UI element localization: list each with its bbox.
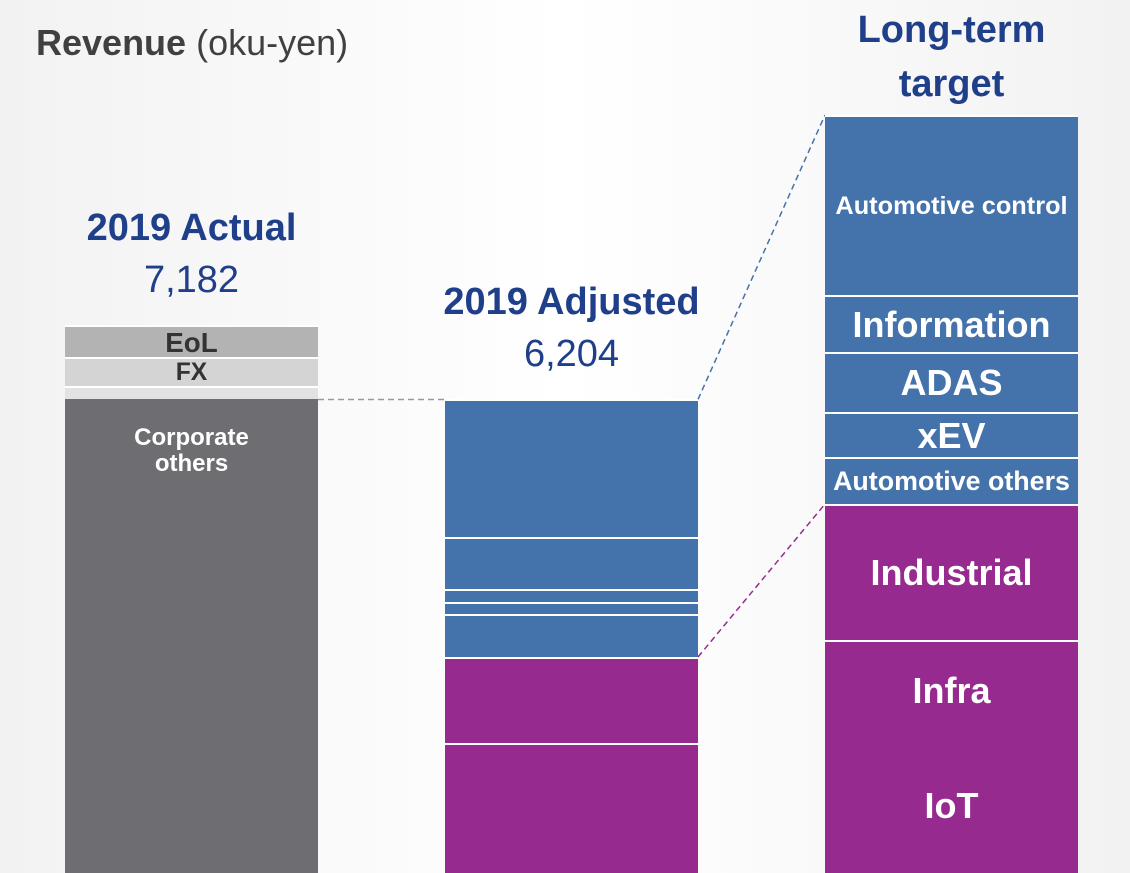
bar-segment: xEV bbox=[825, 411, 1078, 458]
segment-label: ADAS bbox=[900, 362, 1003, 404]
segment-label: FX bbox=[175, 359, 208, 387]
bar-segment bbox=[445, 537, 698, 590]
category-label: Long-term target bbox=[857, 9, 1046, 105]
bar-segment bbox=[445, 743, 698, 791]
bar-segment bbox=[445, 602, 698, 614]
chart-title: Revenue (oku-yen) bbox=[36, 22, 348, 64]
bar-segment: ADAS bbox=[825, 351, 1078, 412]
segment-label: Automotive control bbox=[835, 191, 1068, 220]
bar-segment bbox=[65, 399, 318, 873]
total-label: 6,204 bbox=[523, 333, 620, 376]
bar-segment: Industrial bbox=[825, 504, 1078, 641]
bar-segment bbox=[445, 656, 698, 743]
segment-label: xEV bbox=[917, 414, 986, 456]
title-unit: (oku-yen) bbox=[196, 22, 349, 63]
bar-segment: Information bbox=[825, 294, 1078, 352]
title: Revenue bbox=[36, 22, 187, 63]
bar-segment bbox=[65, 386, 318, 400]
total-label: 7,182 bbox=[143, 258, 240, 301]
segment-label: Infra bbox=[912, 669, 991, 711]
bar-segment: FX bbox=[65, 357, 318, 387]
connector bbox=[697, 114, 826, 400]
connector bbox=[697, 503, 826, 658]
bar-segment: Automotive others bbox=[825, 457, 1078, 505]
bar-segment: EoL bbox=[65, 324, 318, 358]
segment-label: EoL bbox=[165, 326, 218, 358]
bar-segment bbox=[445, 399, 698, 538]
bar-segment bbox=[445, 790, 698, 873]
segment-label: Automotive others bbox=[833, 466, 1070, 497]
bar-segment: Automotive control bbox=[825, 115, 1078, 295]
segment-label: Corporate others bbox=[134, 424, 249, 477]
bar-segment bbox=[445, 589, 698, 603]
category-label: 2019 Adjusted bbox=[443, 281, 700, 324]
bar-segment bbox=[445, 614, 698, 657]
bar-segment: Infra bbox=[825, 640, 1078, 740]
segment-label: Industrial bbox=[870, 552, 1033, 594]
category-label: 2019 Actual bbox=[86, 206, 297, 249]
bar-segment: IoT bbox=[825, 739, 1078, 873]
segment-label: IoT bbox=[924, 785, 979, 827]
segment-label: Information bbox=[852, 303, 1051, 345]
